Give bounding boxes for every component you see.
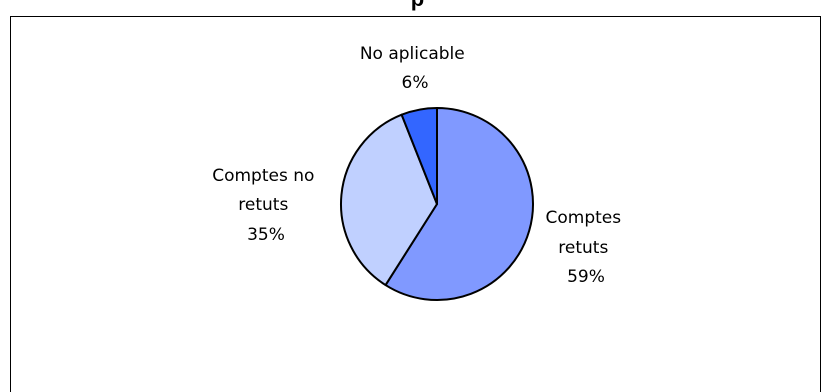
- slice-label-line: retuts: [558, 238, 608, 258]
- slice-label-line: No aplicable: [360, 44, 465, 64]
- pie-slice-2: [400, 107, 438, 205]
- slice-label-no-aplicable: No aplicable 6%: [360, 44, 470, 93]
- pie-slice-1: [340, 113, 438, 287]
- slice-value-label: 35%: [247, 225, 285, 245]
- chart-title-fragment: p: [0, 0, 835, 12]
- title-text: p: [411, 0, 424, 11]
- slice-label-comptes-no-retuts: Comptes no retuts 35%: [212, 166, 320, 245]
- pie-slices: [340, 107, 534, 301]
- slice-label-line: Comptes: [545, 208, 621, 228]
- slice-value-label: 59%: [567, 267, 605, 287]
- slice-label-line: Comptes no: [212, 166, 314, 186]
- chart-frame: [10, 16, 821, 392]
- pie-slice-0: [384, 107, 534, 301]
- slice-label-line: retuts: [238, 195, 288, 215]
- slice-label-comptes-retuts: Comptes retuts 59%: [545, 208, 626, 287]
- slice-value-label: 6%: [402, 73, 429, 93]
